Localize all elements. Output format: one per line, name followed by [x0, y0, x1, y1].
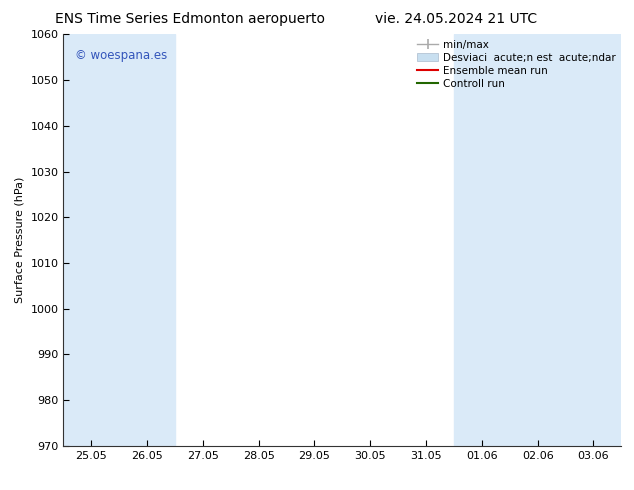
Bar: [63, 34, 175, 446]
Legend: min/max, Desviaci  acute;n est  acute;ndar, Ensemble mean run, Controll run: min/max, Desviaci acute;n est acute;ndar…: [417, 40, 616, 89]
Text: ENS Time Series Edmonton aeropuerto: ENS Time Series Edmonton aeropuerto: [55, 12, 325, 26]
Y-axis label: Surface Pressure (hPa): Surface Pressure (hPa): [15, 177, 25, 303]
Text: © woespana.es: © woespana.es: [75, 49, 167, 62]
Text: vie. 24.05.2024 21 UTC: vie. 24.05.2024 21 UTC: [375, 12, 538, 26]
Bar: [454, 34, 621, 446]
